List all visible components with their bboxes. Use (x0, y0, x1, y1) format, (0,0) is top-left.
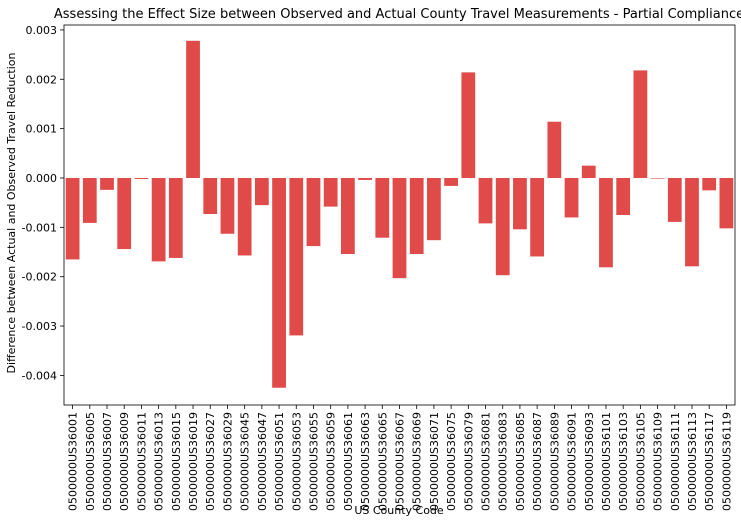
x-tick-label: 0500000US36117 (703, 412, 716, 511)
y-tick-label: 0.000 (26, 172, 58, 185)
bar-0500000US36045 (237, 177, 252, 256)
bar-0500000US36105 (633, 70, 648, 178)
x-tick-label: 0500000US36079 (462, 412, 475, 511)
plot-frame (63, 24, 736, 406)
bar-0500000US36047 (254, 177, 269, 206)
bar-0500000US36007 (100, 177, 114, 190)
y-tick-label: 0.001 (26, 123, 58, 136)
bar-0500000US36053 (289, 177, 304, 336)
x-tick-label: 0500000US36005 (84, 412, 97, 511)
bar-0500000US36019 (186, 40, 200, 178)
y-tick-label: -0.003 (22, 320, 57, 333)
x-tick-label: 0500000US36019 (187, 412, 200, 511)
bar-0500000US36109 (650, 177, 665, 179)
bar-0500000US36071 (427, 177, 441, 241)
bar-0500000US36005 (82, 177, 97, 223)
bar-0500000US36029 (220, 177, 235, 234)
bar-0500000US36117 (702, 177, 717, 191)
x-tick-label: 0500000US36011 (135, 412, 148, 511)
x-tick-label: 0500000US36075 (445, 412, 458, 511)
plot-area: -0.004 -0.003 -0.002 -0.001 0.000 0.001 0.002 0… (22, 24, 736, 511)
bar-0500000US36059 (323, 177, 338, 207)
x-tick-label: 0500000US36045 (239, 412, 252, 511)
bar-0500000US36111 (667, 177, 682, 222)
x-tick-label: 0500000US36047 (256, 412, 269, 511)
x-tick-label: 0500000US36071 (428, 412, 441, 511)
x-tick-label: 0500000US36105 (634, 412, 647, 511)
bar-0500000US36027 (203, 177, 218, 215)
bar-0500000US36091 (564, 177, 579, 218)
y-tick-label: 0.003 (26, 24, 58, 37)
bar-0500000US36001 (65, 177, 80, 260)
x-tick-label: 0500000US36027 (204, 412, 217, 511)
x-tick-label: 0500000US36087 (531, 412, 544, 511)
bar-0500000US36101 (599, 177, 613, 268)
bar-0500000US36093 (581, 165, 596, 178)
bar-0500000US36009 (117, 177, 132, 250)
x-tick-label: 0500000US36015 (170, 412, 183, 511)
x-tick-label: 0500000US36007 (101, 412, 114, 511)
y-tick-label: -0.004 (22, 369, 57, 382)
x-axis-title: US County Code (354, 504, 444, 517)
x-tick-label: 0500000US36101 (600, 412, 613, 511)
y-tick-label: -0.001 (22, 221, 57, 234)
bar-0500000US36065 (375, 177, 390, 238)
bar-0500000US36113 (685, 177, 699, 267)
x-tick-label: 0500000US36063 (359, 412, 372, 511)
x-tick-label: 0500000US36091 (566, 412, 579, 511)
x-tick-label: 0500000US36061 (342, 412, 355, 511)
bar-0500000US36051 (272, 177, 286, 388)
bar-0500000US36079 (461, 72, 476, 178)
bar-0500000US36083 (495, 177, 510, 276)
x-tick-label: 0500000US36089 (548, 412, 561, 511)
x-tick-label: 0500000US36053 (290, 412, 303, 511)
bar-0500000US36063 (358, 177, 372, 180)
x-tick-label: 0500000US36001 (67, 412, 80, 511)
bar-0500000US36075 (444, 177, 458, 186)
bar-0500000US36103 (616, 177, 631, 215)
bar-0500000US36011 (134, 177, 149, 179)
bar-0500000US36087 (530, 177, 545, 257)
x-tick-label: 0500000US36093 (583, 412, 596, 511)
x-tick-label: 0500000US36109 (652, 412, 665, 511)
x-tick-label: 0500000US36069 (411, 412, 424, 511)
bar-0500000US36067 (392, 177, 407, 279)
y-tick-label: -0.002 (22, 271, 57, 284)
x-tick-label: 0500000US36067 (394, 412, 407, 511)
bar-0500000US36085 (513, 177, 527, 230)
x-tick-label: 0500000US36085 (514, 412, 527, 511)
y-axis-title: Difference between Actual and Observed T… (5, 52, 18, 373)
bar-0500000US36061 (341, 177, 355, 254)
chart-title: Assessing the Effect Size between Observ… (54, 7, 741, 22)
x-tick-label: 0500000US36029 (221, 412, 234, 511)
bar-0500000US36089 (547, 121, 562, 178)
x-tick-label: 0500000US36113 (686, 412, 699, 511)
bar-0500000US36081 (478, 177, 493, 224)
x-tick-label: 0500000US36065 (376, 412, 389, 511)
x-tick-label: 0500000US36013 (153, 412, 166, 511)
x-tick-label: 0500000US36103 (617, 412, 630, 511)
x-tick-label: 0500000US36119 (720, 412, 733, 511)
x-tick-label: 0500000US36111 (669, 412, 682, 511)
y-tick-label: 0.002 (26, 73, 58, 86)
x-tick-label: 0500000US36059 (325, 412, 338, 511)
x-tick-label: 0500000US36055 (307, 412, 320, 511)
bar-0500000US36015 (168, 177, 183, 258)
x-tick-label: 0500000US36083 (497, 412, 510, 511)
x-tick-label: 0500000US36009 (118, 412, 131, 511)
x-tick-label: 0500000US36051 (273, 412, 286, 511)
bar-0500000US36013 (151, 177, 166, 262)
bar-0500000US36055 (306, 177, 321, 247)
bar-0500000US36119 (719, 177, 734, 229)
x-tick-label: 0500000US36081 (480, 412, 493, 511)
bar-0500000US36069 (409, 177, 424, 254)
